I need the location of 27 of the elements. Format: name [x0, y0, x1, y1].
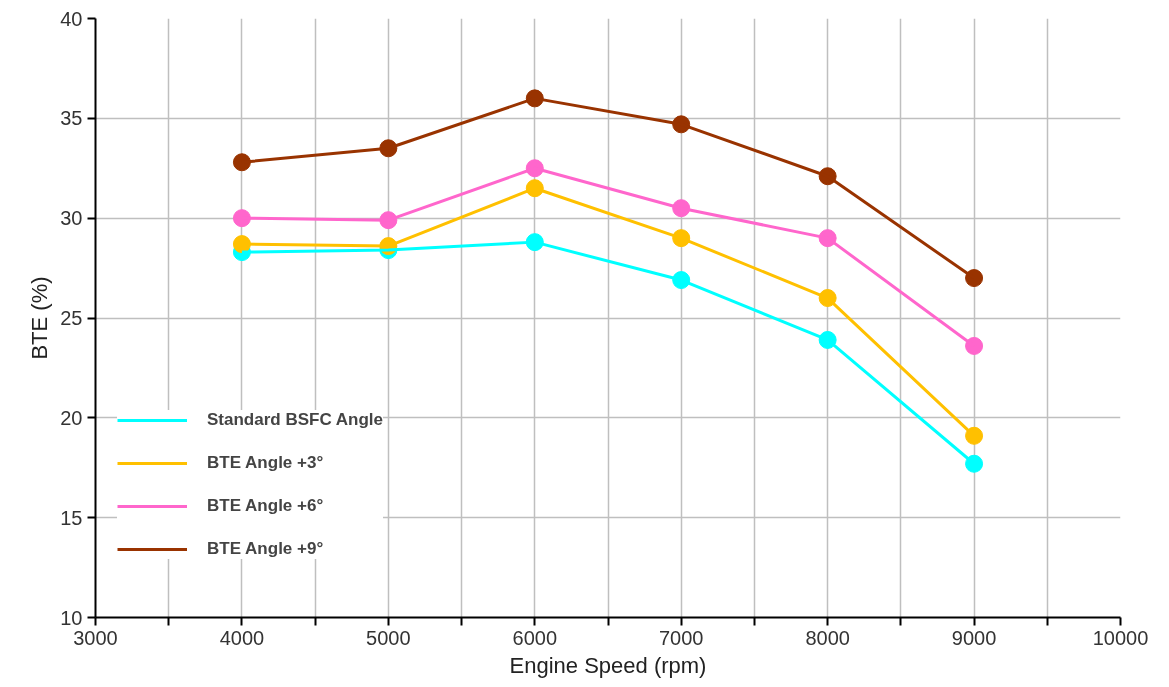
point: [965, 426, 984, 445]
y-axis-title: BTE (%): [27, 276, 53, 360]
x-tick-label: 10000: [1092, 626, 1149, 649]
legend-label: BTE Angle +3°: [207, 453, 324, 473]
y-tick-label: 25: [60, 307, 83, 329]
x-tick-label: 8000: [805, 626, 850, 649]
point: [965, 336, 984, 355]
x-tick-label: 3000: [73, 626, 118, 649]
point: [232, 209, 251, 228]
x-tick-label: 5000: [366, 626, 411, 649]
point: [232, 153, 251, 172]
x-tick-label: 7000: [658, 626, 704, 649]
x-axis-title: Engine Speed (rpm): [509, 652, 707, 678]
y-tick-label: 40: [60, 7, 83, 30]
legend-label: BTE Angle +6°: [207, 496, 324, 516]
x-tick-label: 6000: [512, 626, 558, 649]
y-tick-label: 30: [60, 207, 83, 230]
y-tick-label: 10: [60, 606, 83, 629]
legend-label: BTE Angle +9°: [207, 539, 324, 559]
y-tick-label: 20: [60, 406, 83, 429]
y-tick-label: 15: [60, 506, 83, 529]
point: [965, 454, 984, 473]
point: [965, 269, 984, 288]
x-tick-label: 4000: [219, 626, 265, 649]
legend-label: Standard BSFC Angle: [207, 410, 383, 430]
x-tick-label: 9000: [951, 626, 997, 649]
y-tick-label: 35: [60, 107, 83, 130]
